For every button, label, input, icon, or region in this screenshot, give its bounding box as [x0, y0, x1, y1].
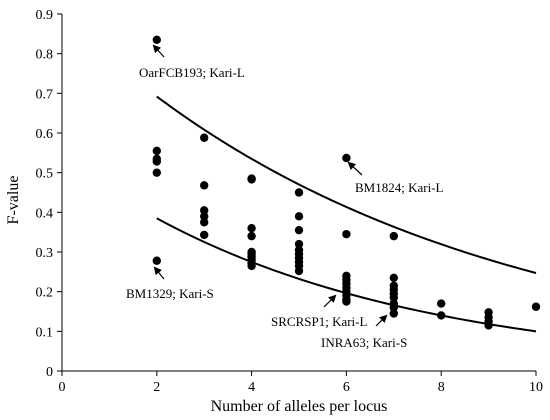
data-point [152, 157, 161, 166]
annotation-arrow [347, 161, 363, 176]
data-point [152, 168, 161, 177]
data-point [247, 261, 256, 271]
data-point [294, 266, 304, 276]
data-point [389, 303, 398, 312]
y-tick-label: 0.9 [36, 8, 54, 23]
data-point [294, 225, 304, 235]
y-tick-label: 0.8 [36, 48, 54, 63]
x-tick-label: 0 [59, 380, 66, 395]
data-point [294, 239, 304, 249]
annotation-arrow [375, 314, 388, 327]
y-tick-label: 0.3 [36, 246, 54, 261]
data-point [437, 311, 446, 320]
data-point [247, 231, 256, 241]
y-tick-label: 0.6 [36, 127, 54, 142]
annotation-label: OarFCB193; Kari-L [139, 65, 245, 80]
y-tick-label: 0.4 [36, 206, 54, 221]
y-tick-label: 0.2 [36, 286, 54, 301]
x-tick-label: 2 [153, 380, 160, 395]
data-point [389, 293, 398, 302]
data-point [342, 229, 351, 239]
data-point [200, 206, 209, 215]
data-point [389, 273, 398, 282]
data-point [200, 230, 209, 240]
data-point [200, 212, 209, 221]
data-point [294, 212, 304, 221]
annotation-label: BM1329; Kari-S [126, 286, 214, 301]
annotation-label: BM1824; Kari-L [355, 180, 444, 195]
data-point [247, 224, 256, 233]
x-tick-label: 4 [248, 380, 255, 395]
data-point [342, 153, 351, 163]
annotations: OarFCB193; Kari-L BM1824; Kari-L BM1329; K… [126, 44, 444, 350]
annotation-arrow [152, 44, 165, 58]
y-tick-label: 0 [46, 365, 53, 380]
data-point [200, 133, 209, 142]
data-point [437, 299, 446, 308]
data-point [294, 188, 304, 197]
data-point [152, 35, 161, 44]
x-axis-label: Number of alleles per locus [211, 398, 388, 415]
annotation-label: SRCRSP1; Kari-L [271, 314, 367, 329]
x-tick-label: 6 [343, 380, 350, 395]
y-axis-label: F-value [5, 176, 22, 225]
y-tick-label: 0.7 [36, 87, 54, 102]
y-tick-label: 0.1 [36, 325, 54, 340]
axes: 0 2 4 6 8 10 0 0.1 0.2 0.3 0.4 0.5 0.6 0.7 0.8 0.9 [36, 8, 544, 395]
annotation-arrow [323, 294, 337, 308]
data-point [200, 218, 209, 227]
x-tick-label: 8 [438, 380, 445, 395]
data-point [389, 231, 398, 241]
annotation-label: INRA63; Kari-S [321, 335, 407, 350]
data-point [247, 175, 256, 184]
data-point [389, 309, 398, 318]
data-points [152, 35, 541, 330]
upper-trend-curve [156, 95, 537, 274]
data-point [152, 146, 161, 156]
data-point [342, 297, 351, 306]
data-point [531, 302, 541, 311]
x-tick-label: 10 [529, 380, 543, 395]
annotation-arrow [153, 266, 165, 280]
data-point [200, 181, 209, 190]
data-point [484, 321, 493, 330]
y-tick-label: 0.5 [36, 167, 54, 182]
data-point [152, 256, 161, 265]
